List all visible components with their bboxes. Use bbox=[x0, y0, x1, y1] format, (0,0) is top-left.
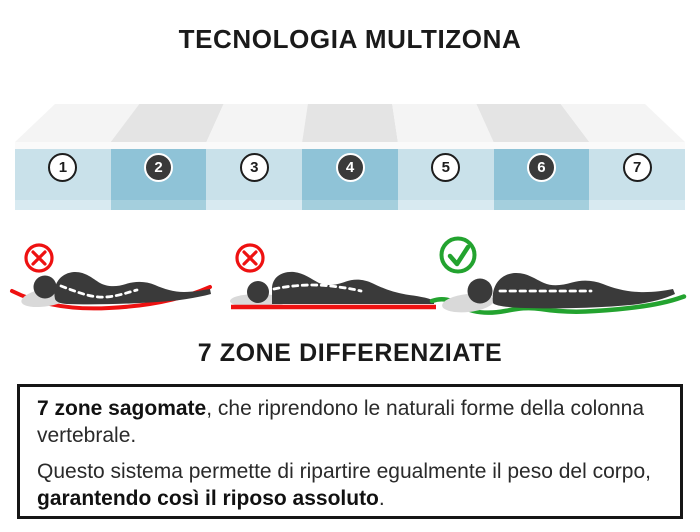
infobox-text-bold: garantendo così il riposo assoluto bbox=[37, 487, 379, 510]
infobox-text-bold: 7 zone sagomate bbox=[37, 397, 207, 420]
mattress-zone-7: 7 bbox=[589, 149, 686, 210]
check-mark-icon bbox=[447, 244, 471, 267]
mattress-zone-3: 3 bbox=[206, 149, 303, 210]
person-head bbox=[467, 278, 493, 304]
infobox-text: . bbox=[378, 487, 385, 510]
mattress-zone-1: 1 bbox=[15, 149, 111, 210]
person-head bbox=[33, 275, 57, 299]
x-mark-icon bbox=[31, 250, 47, 266]
zone-bottom-shade bbox=[110, 200, 207, 210]
x-mark-icon bbox=[242, 250, 258, 266]
person-head bbox=[247, 281, 269, 303]
mattress-top-stripe-4 bbox=[302, 104, 398, 142]
mattress-zone-4: 4 bbox=[302, 149, 398, 210]
check-mark-icon bbox=[439, 236, 477, 274]
page-title: TECNOLOGIA MULTIZONA bbox=[178, 24, 522, 54]
spine-line bbox=[59, 284, 139, 299]
zone-number-badge: 4 bbox=[335, 153, 365, 182]
spine-line bbox=[272, 283, 363, 293]
mattress-zone-5: 5 bbox=[397, 149, 494, 210]
infobox-text: , che riprendono le naturali forme della… bbox=[37, 397, 645, 447]
zone-bottom-shade bbox=[589, 200, 686, 210]
mattress-top-stripe-7 bbox=[560, 104, 685, 142]
zone-bottom-shade bbox=[206, 200, 303, 210]
person-silhouette bbox=[54, 271, 211, 305]
mattress-top-stripe-6 bbox=[476, 104, 590, 142]
mattress-zone-6: 6 bbox=[493, 149, 590, 210]
mattress-edge bbox=[15, 142, 685, 149]
mattress-top-stripe-1 bbox=[15, 104, 140, 142]
mattress-top-stripe-3 bbox=[206, 104, 308, 142]
zone-bottom-shade bbox=[493, 200, 590, 210]
infobox-paragraph: 7 zone sagomate, che riprendono le natur… bbox=[37, 395, 663, 449]
mattress-top-stripe-2 bbox=[110, 104, 224, 142]
sleeping-position-figures bbox=[0, 228, 700, 328]
zone-number-badge: 6 bbox=[526, 153, 556, 182]
figure-sagging-mattress bbox=[10, 243, 212, 311]
description-box: 7 zone sagomate, che riprendono le natur… bbox=[17, 384, 683, 519]
zone-number-badge: 1 bbox=[48, 153, 78, 182]
zone-bottom-shade bbox=[397, 200, 494, 210]
infobox-paragraph: Questo sistema permette di ripartire egu… bbox=[37, 458, 663, 512]
zone-bottom-shade bbox=[302, 200, 398, 210]
zone-number-badge: 5 bbox=[431, 153, 461, 182]
zone-number-badge: 7 bbox=[622, 153, 652, 182]
mattress-diagram: 1 2 3 4 5 6 7 bbox=[15, 104, 686, 210]
zone-bottom-shade bbox=[15, 200, 111, 210]
mattress-top-surface bbox=[15, 104, 685, 142]
zone-number-badge: 2 bbox=[144, 153, 174, 182]
mattress-front-face: 1 2 3 4 5 6 7 bbox=[15, 149, 686, 210]
zone-number-badge: 3 bbox=[239, 153, 269, 182]
section-subtitle: 7 ZONE DIFFERENZIATE bbox=[197, 339, 503, 367]
figure-too-firm-mattress bbox=[230, 243, 436, 310]
figure-ergonomic-mattress bbox=[429, 236, 687, 315]
infobox-text: Questo sistema permette di ripartire egu… bbox=[37, 460, 651, 483]
mattress-zone-2: 2 bbox=[110, 149, 207, 210]
mattress-top-stripe-5 bbox=[392, 104, 494, 142]
